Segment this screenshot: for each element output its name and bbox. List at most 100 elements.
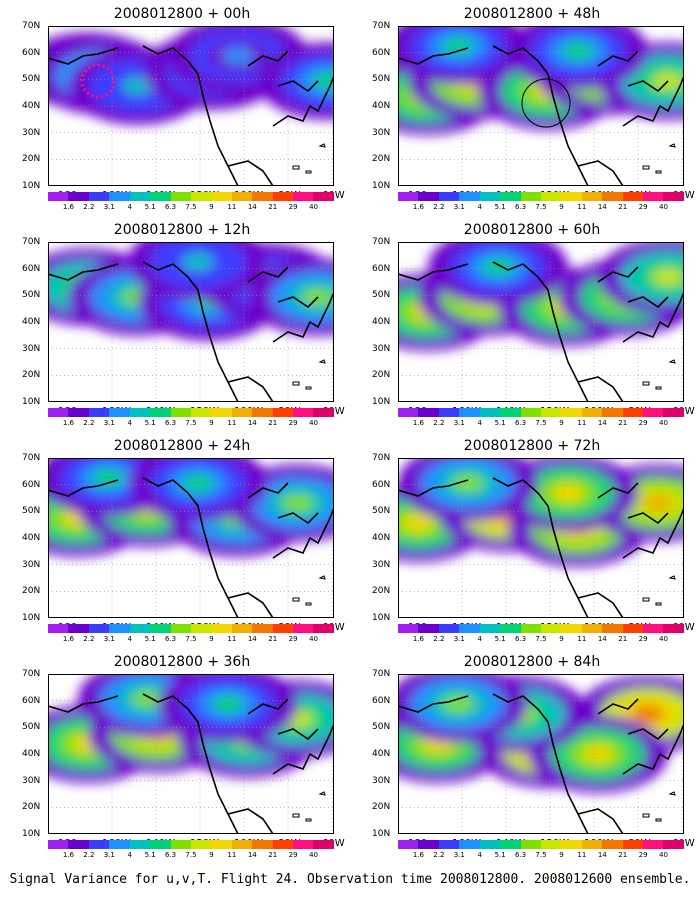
colorbar-segment	[313, 840, 334, 849]
colorbar-label: 3.1	[453, 851, 465, 859]
colorbar-segment	[561, 624, 582, 633]
variance-map	[18, 17, 398, 187]
colorbar-label: 3.1	[103, 419, 115, 427]
colorbar-label: 21	[268, 203, 278, 211]
lat-tick-label: 50N	[372, 74, 391, 85]
colorbar-label: 4	[477, 419, 482, 427]
colorbar-segment	[150, 408, 171, 417]
forecast-panel: 2008012800 + 00h70N60N50N40N30N20N10N180…	[18, 6, 398, 216]
colorbar-segment	[479, 840, 501, 849]
colorbar-segment	[398, 192, 419, 201]
colorbar-segment	[520, 840, 541, 849]
observation-region-marker	[80, 63, 116, 99]
lat-tick-label: 40N	[372, 533, 391, 543]
colorbar-segment	[48, 408, 69, 417]
colorbar-segment	[252, 840, 273, 849]
colorbar-segment	[150, 840, 171, 849]
colorbar-segment	[459, 192, 480, 201]
figure-caption: Signal Variance for u,v,T. Flight 24. Ob…	[9, 872, 691, 887]
colorbar-label: 3.1	[103, 203, 115, 211]
colorbar-label: 7.5	[535, 851, 547, 859]
colorbar-label: 29	[638, 851, 648, 859]
islands	[642, 359, 676, 390]
lat-tick-label: 40N	[22, 317, 41, 327]
colorbar-segment	[48, 624, 69, 633]
colorbar-label: 1.6	[412, 851, 424, 859]
variance-map	[8, 439, 368, 619]
map-frame	[398, 674, 684, 834]
variance-contour	[402, 514, 434, 532]
colorbar-segment	[252, 624, 273, 633]
colorbar-label: 4	[127, 851, 132, 859]
variance-contour	[642, 494, 674, 512]
colorbar-segment	[459, 408, 480, 417]
lat-tick-label: 50N	[372, 290, 391, 301]
lat-tick-label: 60N	[22, 479, 41, 490]
colorbar-segment	[540, 840, 562, 849]
panel-title: 2008012800 + 84h	[463, 654, 601, 670]
lat-tick-label: 10N	[372, 829, 391, 839]
colorbar	[398, 192, 684, 201]
variance-map	[348, 444, 700, 619]
colorbar-segment	[170, 840, 191, 849]
colorbar-label: 11	[577, 851, 587, 859]
colorbar-label: 5.1	[144, 419, 156, 427]
variance-contour	[632, 705, 664, 723]
panel-title: 2008012800 + 00h	[113, 6, 251, 22]
colorbar-label: 7.5	[185, 419, 197, 427]
lat-tick-label: 60N	[372, 263, 391, 274]
colorbar-segment	[663, 192, 684, 201]
colorbar-segment	[211, 624, 232, 633]
lat-tick-label: 20N	[372, 802, 391, 813]
lat-tick-label: 40N	[22, 533, 41, 543]
colorbar-label: 9	[559, 635, 564, 643]
lat-tick-label: 20N	[372, 586, 391, 597]
variance-contour	[212, 695, 244, 713]
islands	[292, 575, 326, 606]
colorbar-label: 7.5	[535, 419, 547, 427]
map-plot: 70N60N50N40N30N20N10N180160W140W120W100W…	[368, 665, 700, 849]
colorbar-label: 11	[227, 419, 237, 427]
colorbar-segment	[643, 840, 664, 849]
panel-title: 2008012800 + 72h	[463, 438, 601, 454]
lat-tick-label: 70N	[372, 453, 391, 463]
lat-tick-label: 30N	[22, 127, 41, 138]
variance-map	[358, 228, 700, 403]
colorbar-segment	[561, 840, 582, 849]
variance-map	[358, 7, 700, 187]
variance-map	[368, 665, 700, 835]
lat-tick-label: 50N	[22, 722, 41, 733]
variance-contour	[282, 494, 314, 512]
colorbar-label: 21	[268, 635, 278, 643]
colorbar-segment	[500, 840, 521, 849]
lat-tick-label: 30N	[372, 775, 391, 786]
colorbar-segment	[540, 192, 562, 201]
colorbar-label: 2.2	[83, 419, 95, 427]
colorbar-label: 3.1	[103, 635, 115, 643]
colorbar-label: 7.5	[185, 635, 197, 643]
colorbar-segment	[88, 408, 110, 417]
lat-tick-label: 30N	[372, 343, 391, 354]
colorbar-segment	[129, 840, 151, 849]
lat-tick-label: 30N	[372, 559, 391, 570]
lat-tick-label: 10N	[22, 829, 41, 839]
colorbar-segment	[109, 624, 130, 633]
colorbar-label: 21	[618, 635, 628, 643]
lat-tick-label: 10N	[372, 397, 391, 407]
variance-contour	[442, 37, 474, 55]
colorbar-segment	[581, 624, 603, 633]
colorbar-label: 11	[577, 635, 587, 643]
colorbar	[398, 624, 684, 633]
forecast-panel: 2008012800 + 36h70N60N50N40N30N20N10N180…	[18, 654, 368, 864]
colorbar-label: 40	[659, 851, 669, 859]
colorbar-segment	[438, 408, 460, 417]
lat-tick-label: 50N	[372, 506, 391, 517]
colorbar-segment	[520, 192, 541, 201]
panel-title: 2008012800 + 36h	[113, 654, 251, 670]
colorbar-label: 5.1	[144, 635, 156, 643]
colorbar-label: 29	[638, 419, 648, 427]
colorbar-segment	[109, 192, 130, 201]
colorbar-label: 2.2	[433, 203, 445, 211]
colorbar-segment	[561, 408, 582, 417]
variance-contour	[442, 695, 474, 713]
